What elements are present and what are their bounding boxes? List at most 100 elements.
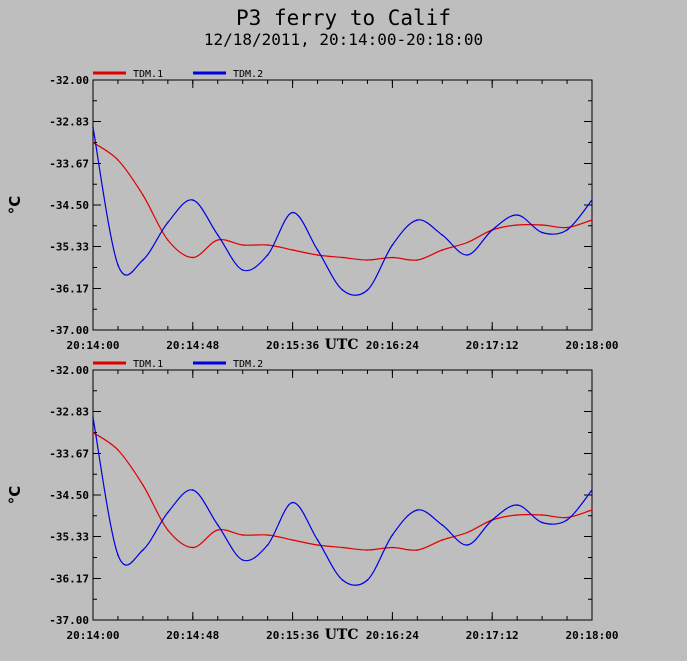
data-point	[491, 229, 494, 231]
data-point	[541, 224, 543, 226]
x-tick-label: 20:18:00	[566, 339, 619, 352]
data-point	[192, 199, 194, 201]
data-point	[341, 579, 344, 581]
data-point	[566, 229, 568, 231]
data-point	[391, 256, 394, 259]
data-point	[566, 519, 568, 521]
data-point	[591, 489, 593, 491]
x-tick-label: 20:14:00	[67, 339, 120, 352]
data-point	[566, 226, 568, 229]
data-point	[92, 416, 94, 419]
data-point	[591, 199, 593, 201]
data-point	[266, 534, 269, 536]
y-axis-label: °C	[6, 196, 24, 215]
data-point	[341, 256, 344, 259]
y-tick-label: -33.67	[49, 158, 89, 171]
y-axis-label: °C	[6, 486, 24, 505]
data-point	[117, 449, 119, 451]
data-point	[241, 534, 244, 536]
data-point	[316, 544, 319, 546]
data-point	[142, 549, 144, 551]
data-point	[416, 219, 419, 221]
x-tick-label: 20:16:24	[366, 629, 419, 642]
x-tick-label: 20:18:00	[566, 629, 619, 642]
data-point	[241, 559, 244, 561]
data-point	[541, 514, 543, 516]
data-point	[366, 289, 369, 291]
data-point	[217, 239, 219, 241]
data-point	[466, 544, 469, 546]
y-tick-label: -34.50	[49, 199, 89, 212]
data-point	[416, 549, 419, 551]
x-tick-label: 20:17:12	[466, 339, 519, 352]
data-point	[516, 224, 518, 226]
data-point	[566, 516, 568, 519]
data-point	[341, 546, 344, 549]
x-tick-label: 20:15:36	[266, 629, 319, 642]
data-point	[266, 244, 269, 246]
x-tick-label: 20:14:48	[166, 629, 219, 642]
data-point	[167, 529, 169, 531]
data-point	[541, 231, 543, 234]
y-tick-label: -37.00	[49, 324, 89, 337]
data-point	[117, 264, 119, 266]
data-point	[591, 509, 593, 511]
series-line-tdm2	[92, 417, 593, 586]
y-tick-label: -32.83	[49, 406, 89, 419]
data-point	[391, 244, 394, 246]
data-point	[217, 234, 219, 236]
y-tick-label: -33.67	[49, 448, 89, 461]
data-point	[217, 524, 219, 526]
chart-panel-1: -32.00 -32.83 -33.67 -34.50 -35.33 -36.17 -37.…	[6, 69, 618, 353]
plot-frame	[92, 369, 593, 621]
data-point	[92, 141, 94, 144]
data-point	[441, 249, 444, 251]
data-point	[366, 549, 369, 551]
legend-entry: TDM.1	[133, 359, 163, 370]
y-tick-label: -35.33	[49, 531, 89, 544]
series-line-tdm1	[92, 432, 593, 551]
series-line-tdm2	[92, 127, 593, 296]
x-tick-label: 20:14:00	[67, 629, 120, 642]
y-tick-label: -37.00	[49, 614, 89, 627]
x-tick-label: 20:15:36	[266, 339, 319, 352]
chart-title: P3 ferry to Calif	[236, 6, 451, 30]
data-point	[167, 511, 169, 514]
x-tick-label: 20:17:12	[466, 629, 519, 642]
y-tick-label: -32.83	[49, 116, 89, 129]
y-tick-label: -35.33	[49, 241, 89, 254]
x-tick-label: 20:14:48	[166, 339, 219, 352]
y-tick-label: -32.00	[49, 74, 89, 87]
data-point	[217, 529, 219, 531]
data-point	[291, 249, 294, 251]
data-point	[192, 256, 194, 259]
data-point	[466, 254, 469, 256]
data-point	[117, 159, 119, 161]
y-tick-label: -32.00	[49, 364, 89, 377]
data-point	[192, 546, 194, 549]
x-axis-label: UTC	[325, 627, 359, 643]
data-point	[416, 259, 419, 261]
data-point	[291, 211, 294, 214]
data-point	[466, 531, 469, 534]
data-point	[441, 234, 444, 236]
data-point	[366, 259, 369, 261]
data-point	[241, 244, 244, 246]
data-point	[366, 579, 369, 581]
data-point	[416, 509, 419, 511]
data-point	[441, 539, 444, 541]
data-point	[391, 546, 394, 549]
data-point	[142, 194, 144, 196]
y-tick-label: -36.17	[49, 283, 89, 296]
data-point	[316, 249, 319, 251]
data-point	[491, 519, 494, 521]
chart-panel-2: -32.00 -32.83 -33.67 -34.50 -35.33 -36.17 -37.…	[6, 359, 618, 643]
data-point	[142, 259, 144, 261]
plot-frame	[92, 79, 593, 331]
data-point	[167, 239, 169, 241]
data-point	[142, 484, 144, 486]
data-point	[441, 524, 444, 526]
x-tick-label: 20:16:24	[366, 339, 419, 352]
data-point	[341, 289, 344, 291]
